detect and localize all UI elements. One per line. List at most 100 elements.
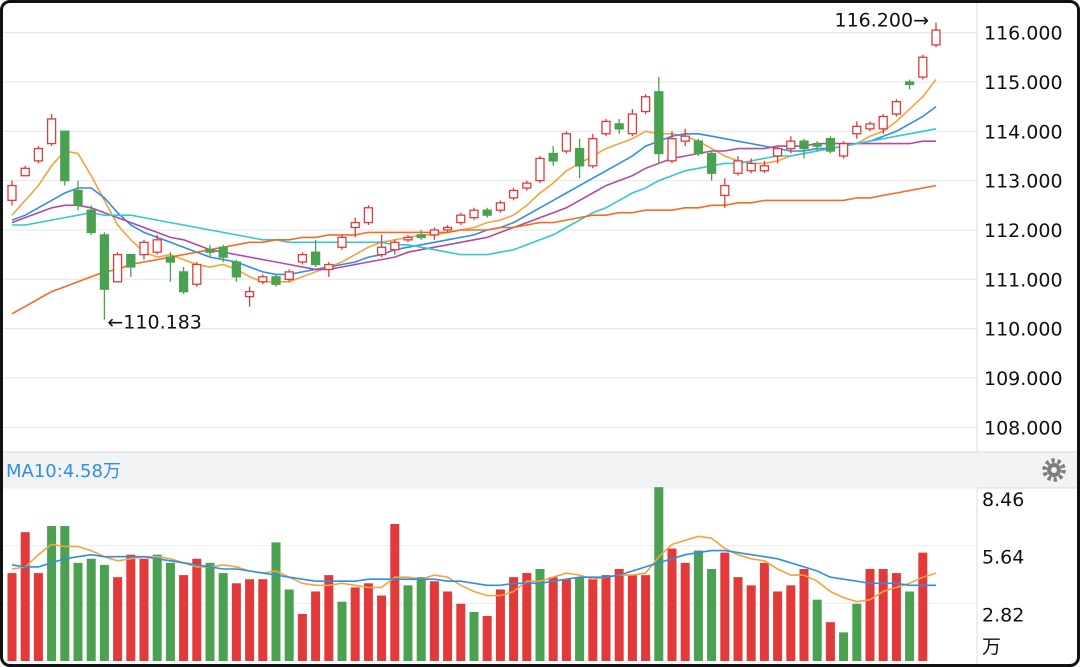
candle — [271, 274, 281, 287]
volume-ma-line-2 — [11, 549, 936, 587]
candle — [904, 79, 915, 90]
volume-bar — [759, 562, 769, 661]
candle — [706, 151, 717, 181]
candle — [390, 239, 400, 255]
candle — [126, 253, 136, 277]
volume-bar — [179, 575, 189, 661]
volume-bar — [601, 575, 611, 661]
candle — [918, 54, 928, 80]
candle — [20, 165, 30, 177]
candle — [139, 239, 149, 260]
candle — [720, 178, 730, 208]
candle — [73, 180, 83, 211]
candle — [522, 180, 532, 191]
price-tick-label: 115.000 — [984, 72, 1063, 94]
candle — [46, 114, 57, 147]
volume-bar — [33, 573, 43, 661]
volume-bar — [377, 595, 387, 661]
volume-bar — [905, 591, 915, 661]
volume-bar — [561, 579, 571, 661]
volume-bar — [746, 585, 756, 661]
volume-bar — [839, 632, 849, 661]
candle — [667, 131, 677, 164]
volume-bar — [693, 550, 703, 661]
candle — [99, 232, 110, 320]
candle — [86, 205, 96, 235]
candle — [759, 160, 770, 174]
price-tick-label: 114.000 — [984, 121, 1063, 143]
volume-bar — [20, 532, 30, 661]
candle — [297, 252, 308, 265]
volume-bar — [588, 579, 598, 661]
price-tick-label: 113.000 — [984, 171, 1063, 193]
volume-bar — [812, 599, 822, 661]
volume-bar — [667, 548, 677, 661]
volume-bar — [799, 568, 809, 661]
volume-bar — [469, 611, 479, 661]
candle — [891, 99, 902, 117]
price-tick-label: 111.000 — [984, 269, 1063, 291]
price-ma-line-3 — [11, 140, 936, 271]
volume-bar — [416, 577, 426, 661]
candle — [627, 109, 638, 137]
candle — [469, 207, 479, 221]
candle — [482, 207, 492, 218]
volume-bar — [773, 591, 783, 661]
volume-bars — [7, 487, 928, 661]
low-annotation: ←110.183 — [107, 312, 201, 334]
candle — [786, 136, 796, 154]
volume-bar — [139, 558, 149, 661]
candle — [614, 118, 624, 134]
volume-tick-label: 2.82 — [982, 604, 1024, 626]
volume-bar — [707, 568, 717, 661]
volume-bar — [245, 579, 255, 661]
volume-bar — [878, 568, 888, 661]
candle — [350, 217, 360, 238]
volume-ma-label: MA10:4.58万 — [6, 461, 121, 482]
candle — [363, 205, 374, 226]
price-ma-line-1 — [11, 79, 937, 283]
volume-bar — [363, 583, 373, 661]
volume-bar — [152, 554, 162, 661]
volume-bar — [443, 591, 453, 661]
price-tick-label: 108.000 — [984, 417, 1063, 439]
candlesticks — [7, 22, 941, 320]
volume-ma-lines — [11, 535, 937, 603]
candle — [640, 94, 651, 115]
candle — [284, 269, 294, 282]
volume-bar — [482, 616, 492, 661]
candle — [192, 262, 202, 287]
volume-bar — [218, 573, 228, 661]
candle — [561, 131, 572, 154]
gear-icon[interactable] — [1042, 458, 1066, 482]
candle — [508, 188, 519, 201]
candle — [178, 266, 189, 295]
volume-bar — [627, 575, 637, 661]
volume-bar — [403, 585, 413, 661]
candle — [324, 262, 334, 277]
price-axis-ticks: 116.000 115.000 114.000 113.000 112.000 111.0… — [984, 23, 1063, 440]
candle — [535, 155, 545, 184]
candle — [244, 286, 255, 307]
candle — [337, 234, 347, 250]
volume-bar — [495, 589, 505, 661]
candle — [165, 252, 176, 282]
volume-bar — [126, 554, 136, 661]
candle — [799, 138, 809, 159]
candle — [654, 77, 664, 164]
volume-bar — [614, 568, 624, 661]
volume-bar — [720, 552, 730, 661]
candle — [852, 121, 862, 139]
volume-bar — [575, 577, 585, 661]
candle — [733, 155, 743, 176]
volume-bar — [297, 613, 307, 661]
candle — [588, 133, 598, 169]
indicator-bar — [3, 452, 1077, 488]
price-tick-label: 116.000 — [984, 23, 1063, 45]
candle — [416, 229, 426, 240]
candle — [772, 146, 783, 164]
candle — [310, 239, 321, 267]
volume-bar — [786, 585, 796, 661]
candle — [601, 118, 611, 137]
volume-bar — [86, 558, 96, 661]
